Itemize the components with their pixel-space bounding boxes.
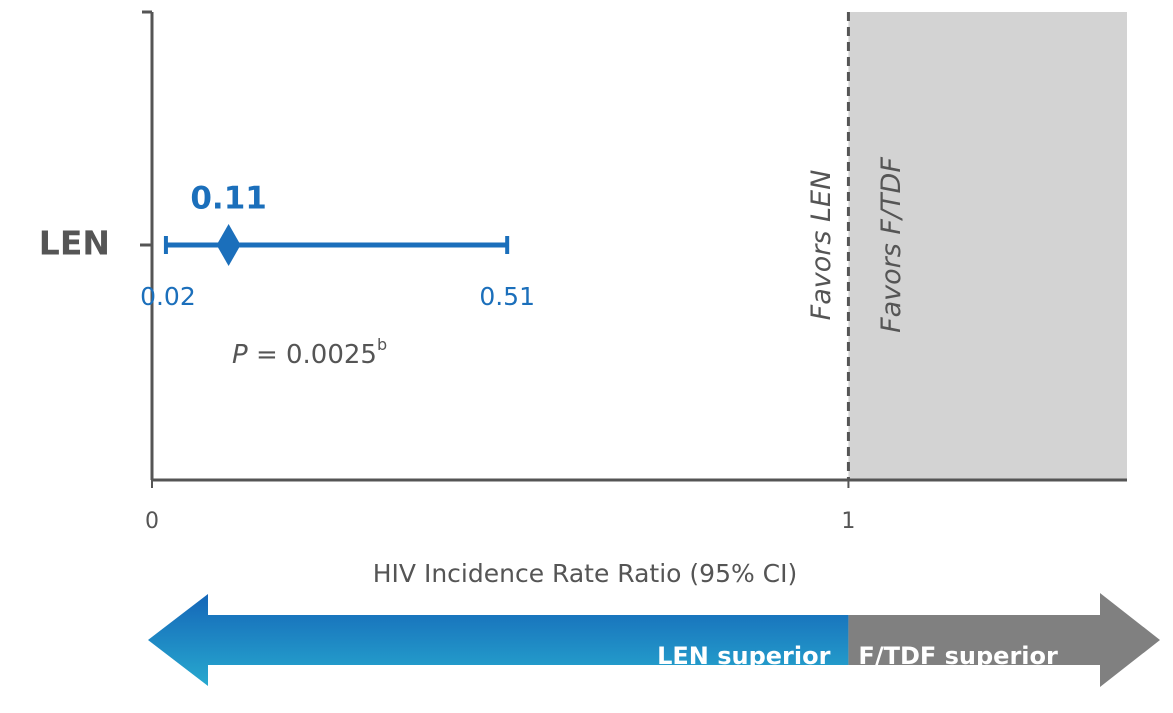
x-tick-label: 0 [145, 509, 159, 534]
arrow-left-label: LEN superior [657, 642, 831, 670]
x-tick-label: 1 [841, 509, 855, 534]
favor-region [848, 12, 1127, 480]
arrow-left [148, 594, 849, 686]
ci-high-label: 0.51 [479, 282, 535, 311]
annotation: P = 0.0025b [232, 335, 387, 370]
favors-right: Favors F/TDF [876, 157, 907, 333]
x-axis-label: HIV Incidence Rate Ratio (95% CI) [373, 559, 798, 588]
annotation-text: = 0.0025 [248, 340, 377, 370]
category-label: LEN [39, 224, 110, 263]
value-label: 0.11 [190, 181, 267, 217]
arrow-right-label: F/TDF superior [858, 642, 1058, 670]
ci-low-label: 0.02 [140, 282, 196, 311]
point-estimate [216, 224, 241, 266]
arrow-right [848, 593, 1160, 687]
annotation-italic: P [232, 340, 248, 370]
annotation-superscript: b [377, 335, 387, 354]
favors-left: Favors LEN [806, 170, 837, 321]
background-layer [846, 12, 1127, 480]
